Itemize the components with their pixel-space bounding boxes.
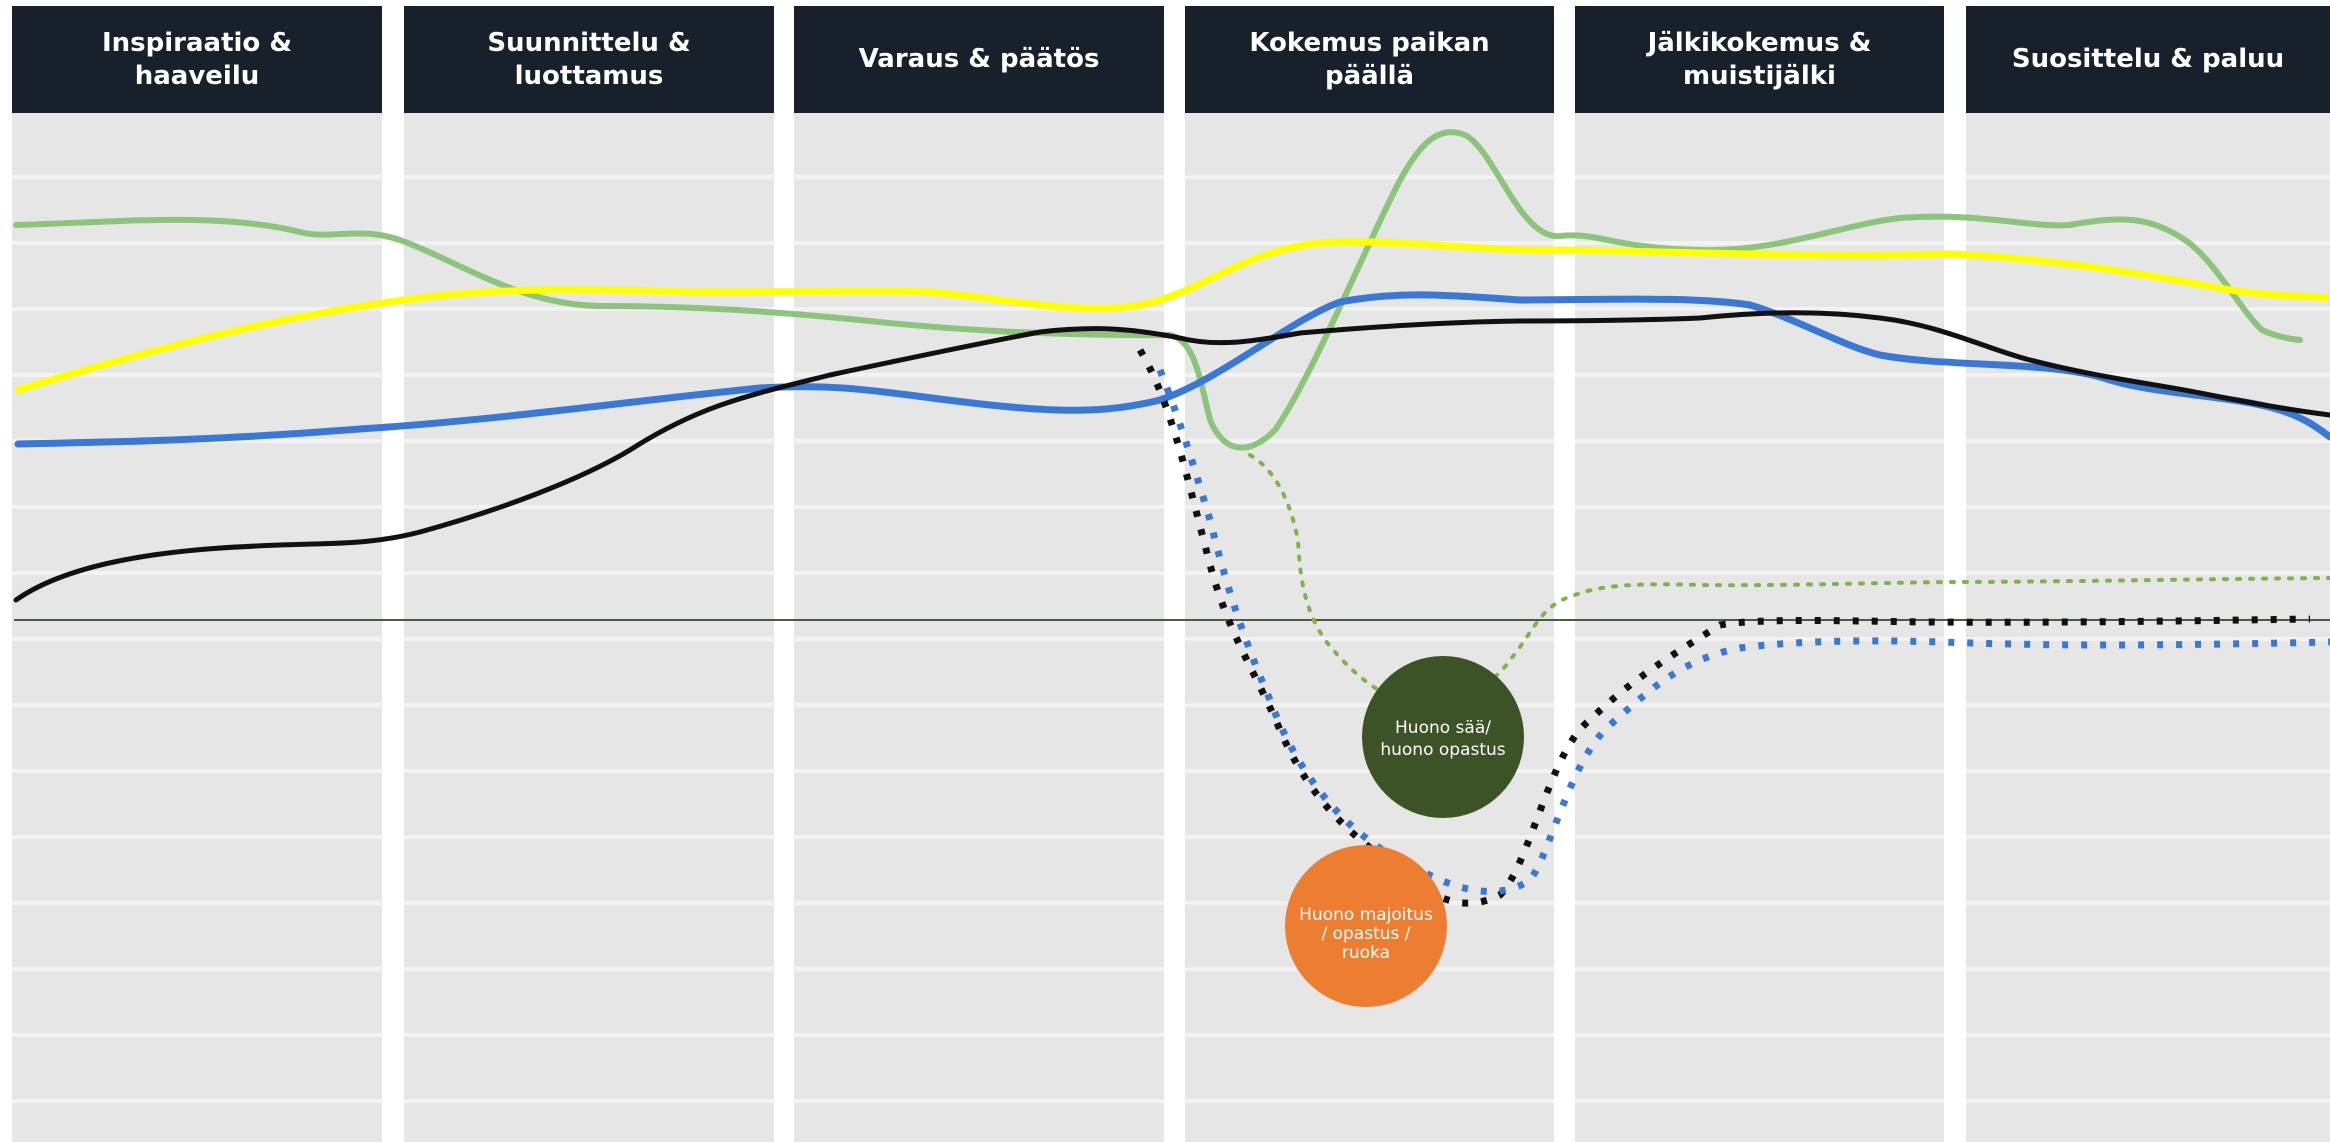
stage-header-booking: Varaus & päätös bbox=[794, 6, 1164, 113]
stage-body bbox=[404, 113, 774, 1142]
stage-header-recommendation: Suosittelu & paluu bbox=[1966, 6, 2330, 113]
yellow-curve bbox=[14, 238, 2330, 394]
green-dotted-curve bbox=[1248, 453, 2330, 703]
blue-curve bbox=[14, 291, 2330, 448]
stage-column-booking: Varaus & päätös bbox=[794, 6, 1164, 1142]
bubble-accommodation-line-2: / opastus / bbox=[1321, 924, 1410, 944]
stage-header-inspiration: Inspiraatio & haaveilu bbox=[12, 6, 382, 113]
bubble-bad-weather: Huono sää/ huono opastus bbox=[1362, 656, 1524, 818]
bubble-weather-line-1: Huono sää/ bbox=[1395, 718, 1491, 738]
blue-dotted-curve bbox=[1156, 368, 2330, 895]
stage-header-afterexperience: Jälkikokemus & muistijälki bbox=[1575, 6, 1944, 113]
stage-column-planning: Suunnittelu & luottamus bbox=[404, 6, 774, 1142]
stage-column-inspiration: Inspiraatio & haaveilu bbox=[12, 6, 382, 1142]
black-dotted-curve bbox=[1136, 348, 2311, 907]
stage-column-recommendation: Suosittelu & paluu bbox=[1966, 6, 2330, 1142]
bubble-weather-line-2: huono opastus bbox=[1380, 740, 1505, 760]
stage-body bbox=[794, 113, 1164, 1142]
black-curve bbox=[13, 310, 2330, 603]
stage-column-afterexperience: Jälkikokemus & muistijälki bbox=[1575, 6, 1944, 1142]
stage-body bbox=[12, 113, 382, 1142]
stage-header-onsite: Kokemus paikan päällä bbox=[1185, 6, 1554, 113]
stage-header-planning: Suunnittelu & luottamus bbox=[404, 6, 774, 113]
stage-body bbox=[1575, 113, 1944, 1142]
bubble-bad-accommodation: Huono majoitus / opastus / ruoka bbox=[1285, 845, 1447, 1007]
green-curve bbox=[13, 129, 2303, 451]
stage-body bbox=[1966, 113, 2330, 1142]
bubble-accommodation-line-1: Huono majoitus bbox=[1299, 905, 1433, 925]
bubble-accommodation-line-3: ruoka bbox=[1342, 943, 1390, 963]
